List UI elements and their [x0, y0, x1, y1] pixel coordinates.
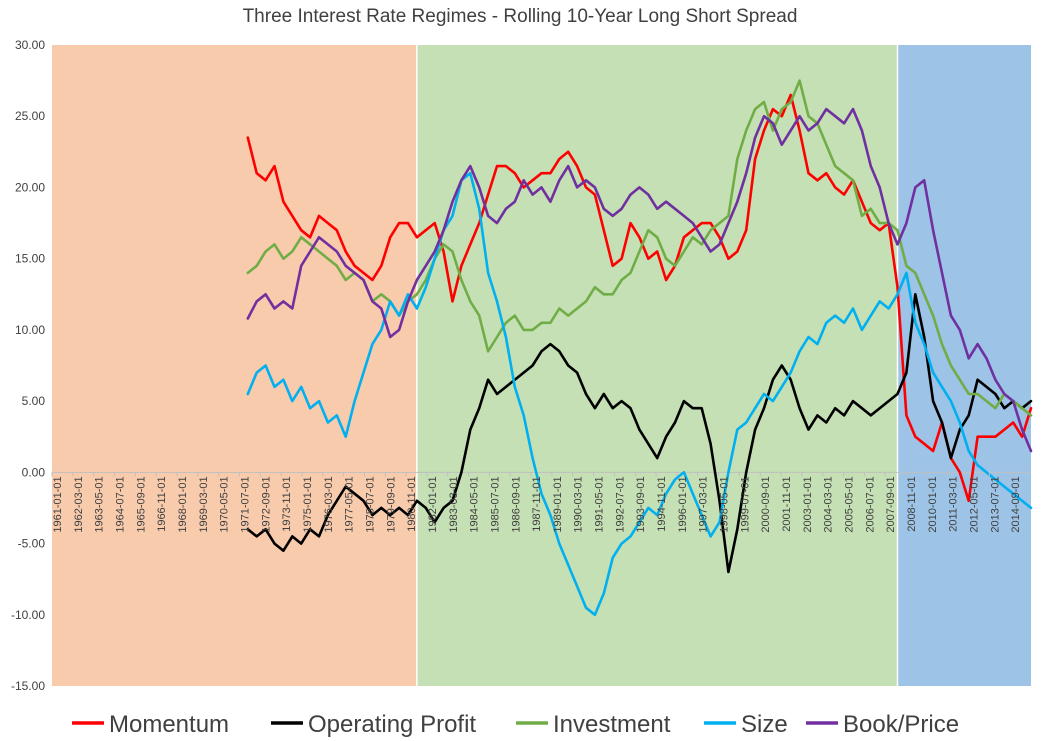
x-tick-label: 1993-09-01 [635, 476, 647, 532]
x-tick-label: 1980-11-01 [406, 476, 418, 531]
x-tick-label: 1984-05-01 [469, 476, 481, 532]
x-tick-label: 1998-05-01 [719, 476, 731, 532]
legend-label-book-price: Book/Price [843, 711, 959, 738]
x-tick-label: 2006-07-01 [864, 476, 876, 532]
x-tick-label: 2005-05-01 [844, 476, 856, 532]
x-tick-label: 1983-03-01 [448, 476, 460, 532]
y-tick-label: -15.00 [11, 679, 45, 693]
y-tick-label: -5.00 [18, 537, 46, 551]
y-tick-label: -10.00 [11, 608, 45, 622]
x-tick-label: 1997-03-01 [698, 476, 710, 532]
x-tick-label: 1973-11-01 [281, 476, 293, 531]
x-tick-label: 1978-07-01 [364, 476, 376, 532]
series-line-book-price [246, 107, 1033, 453]
x-tick-label: 2014-09-01 [1010, 476, 1022, 532]
series-line-size [246, 171, 1033, 617]
x-tick-label: 1982-01-01 [427, 476, 439, 532]
series-line-operating-profit [246, 293, 1033, 574]
x-tick-label: 1987-11-01 [531, 476, 543, 531]
x-tick-label: 1970-05-01 [219, 476, 231, 532]
x-axis-ticks: 1961-01-01 1962-03-01 1963-05-01 1964-07-01… [51, 472, 1022, 533]
x-tick-label: 1969-03-01 [198, 476, 210, 532]
legend-label-investment: Investment [553, 711, 671, 738]
x-tick-label: 2010-01-01 [927, 476, 939, 532]
x-tick-label: 1977-05-01 [344, 476, 356, 532]
x-tick-label: 2012-05-01 [969, 476, 981, 532]
x-tick-label: 1962-03-01 [73, 476, 85, 532]
x-tick-label: 2011-03-01 [948, 476, 960, 531]
chart-title: Three Interest Rate Regimes - Rolling 10… [243, 6, 798, 27]
x-tick-label: 1972-09-01 [260, 476, 272, 532]
x-tick-label: 2001-11-01 [781, 476, 793, 531]
x-tick-label: 2003-01-01 [802, 476, 814, 532]
regime-bands [52, 45, 1031, 686]
series-line-investment [246, 79, 1033, 417]
regime-band-1 [52, 45, 417, 686]
x-tick-label: 2008-11-01 [906, 476, 918, 531]
y-tick-label: 10.00 [15, 323, 45, 337]
x-tick-label: 1976-03-01 [323, 476, 335, 532]
series-line-momentum [246, 93, 1033, 503]
x-tick-label: 1975-01-01 [302, 476, 314, 532]
x-tick-label: 1989-01-01 [552, 476, 564, 532]
x-tick-label: 1965-09-01 [135, 476, 147, 532]
series-lines [246, 79, 1033, 617]
x-tick-label: 1979-09-01 [385, 476, 397, 532]
x-tick-label: 2004-03-01 [823, 476, 835, 532]
legend-label-momentum: Momentum [109, 711, 229, 738]
x-tick-label: 2013-07-01 [989, 476, 1001, 532]
y-tick-label: 25.00 [15, 109, 45, 123]
y-tick-label: 15.00 [15, 252, 45, 266]
x-tick-label: 1992-07-01 [614, 476, 626, 532]
regime-band-3 [897, 45, 1031, 686]
legend-label-operating-profit: Operating Profit [308, 711, 476, 738]
x-tick-label: 1999-07-01 [739, 476, 751, 532]
x-tick-label: 2000-09-01 [760, 476, 772, 532]
y-tick-label: 20.00 [15, 180, 45, 194]
x-tick-label: 1990-03-01 [573, 476, 585, 532]
x-tick-label: 1966-11-01 [156, 476, 168, 531]
x-tick-label: 1961-01-01 [52, 476, 64, 532]
x-tick-label: 1968-01-01 [177, 476, 189, 532]
x-tick-label: 1994-11-01 [656, 476, 668, 531]
legend-label-size: Size [741, 711, 788, 738]
y-tick-label: 5.00 [22, 394, 46, 408]
y-tick-label: 0.00 [22, 465, 46, 479]
x-tick-label: 1985-07-01 [489, 476, 501, 532]
x-tick-label: 1986-09-01 [510, 476, 522, 532]
x-tick-label: 1964-07-01 [114, 476, 126, 532]
y-tick-label: 30.00 [15, 38, 45, 52]
x-tick-label: 1971-07-01 [239, 476, 251, 532]
x-tick-label: 1963-05-01 [94, 476, 106, 532]
y-axis-ticks: 30.00 25.00 20.00 15.00 10.00 5.00 0.00 -5.00 -1… [11, 38, 45, 693]
x-tick-label: 1991-05-01 [594, 476, 606, 532]
legend: Momentum Operating Profit Investment Size Bo… [72, 711, 959, 738]
regime-band-2 [416, 45, 898, 686]
x-tick-label: 2007-09-01 [885, 476, 897, 532]
x-tick-label: 1996-01-01 [677, 476, 689, 532]
